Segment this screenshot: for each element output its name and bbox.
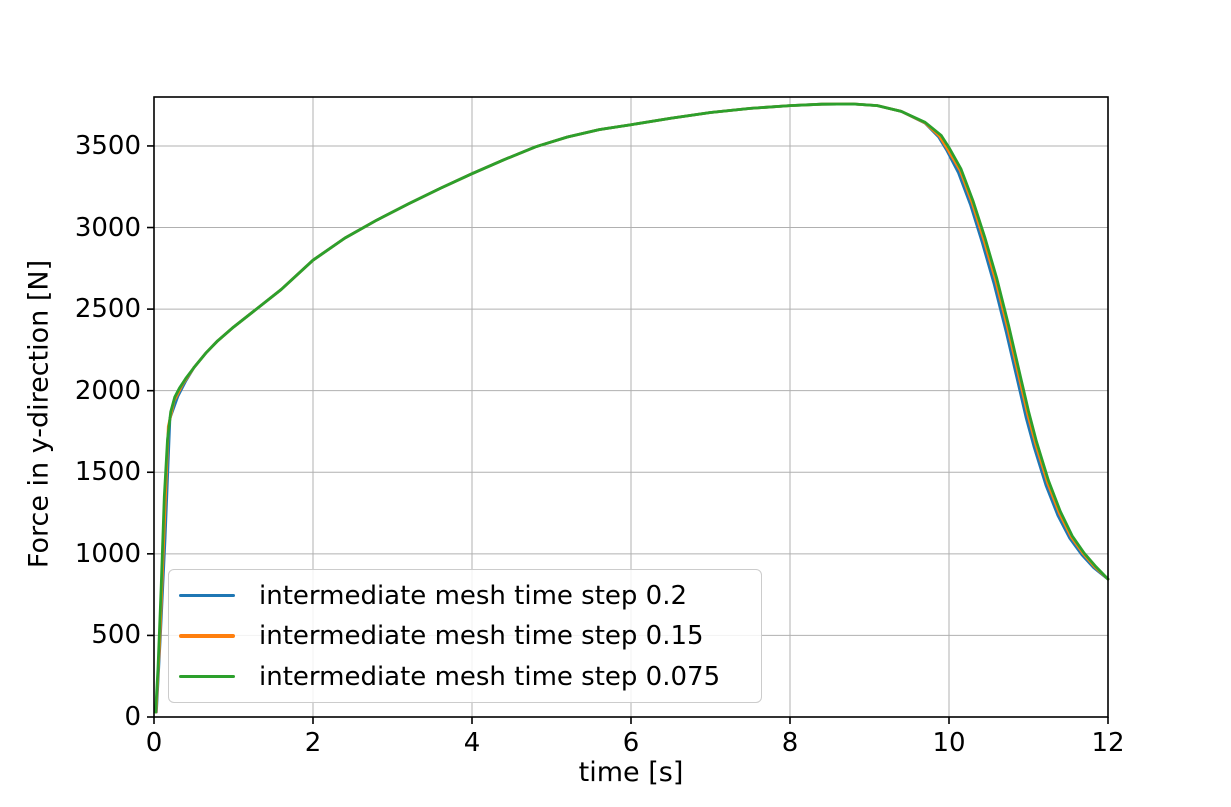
- x-tick-label: 8: [781, 728, 799, 758]
- x-tick-label: 0: [145, 728, 163, 758]
- legend-entry: intermediate mesh time step 0.075: [179, 662, 761, 692]
- y-tick-label: 3500: [74, 130, 141, 161]
- legend-line-sample: [179, 634, 235, 638]
- y-tick-label: 1000: [74, 538, 141, 569]
- x-tick-label: 10: [932, 728, 966, 758]
- x-tick-label: 4: [463, 728, 481, 758]
- legend: intermediate mesh time step 0.2 intermed…: [168, 569, 762, 703]
- plot-area: [147, 96, 1110, 724]
- x-tick-label: 12: [1091, 728, 1125, 758]
- y-tick-label: 2000: [74, 375, 141, 406]
- legend-label: intermediate mesh time step 0.15: [259, 621, 704, 651]
- x-tick-label: 2: [304, 728, 322, 758]
- y-tick-label: 0: [124, 702, 141, 732]
- x-axis-label: time [s]: [578, 757, 684, 788]
- y-tick-label: 2500: [74, 294, 141, 325]
- legend-entry: intermediate mesh time step 0.2: [179, 581, 761, 611]
- legend-label: intermediate mesh time step 0.2: [259, 580, 688, 611]
- x-tick-label: 6: [622, 728, 640, 758]
- plot-canvas: [147, 96, 1110, 724]
- y-tick-label: 3000: [74, 212, 141, 243]
- legend-line-sample: [179, 593, 235, 598]
- y-tick-label: 1500: [74, 457, 141, 488]
- legend-label: intermediate mesh time step 0.075: [259, 661, 721, 692]
- legend-entry: intermediate mesh time step 0.15: [179, 621, 761, 651]
- legend-line-sample: [179, 674, 235, 679]
- y-tick-label: 500: [91, 620, 141, 651]
- series-line-2: [154, 102, 1110, 714]
